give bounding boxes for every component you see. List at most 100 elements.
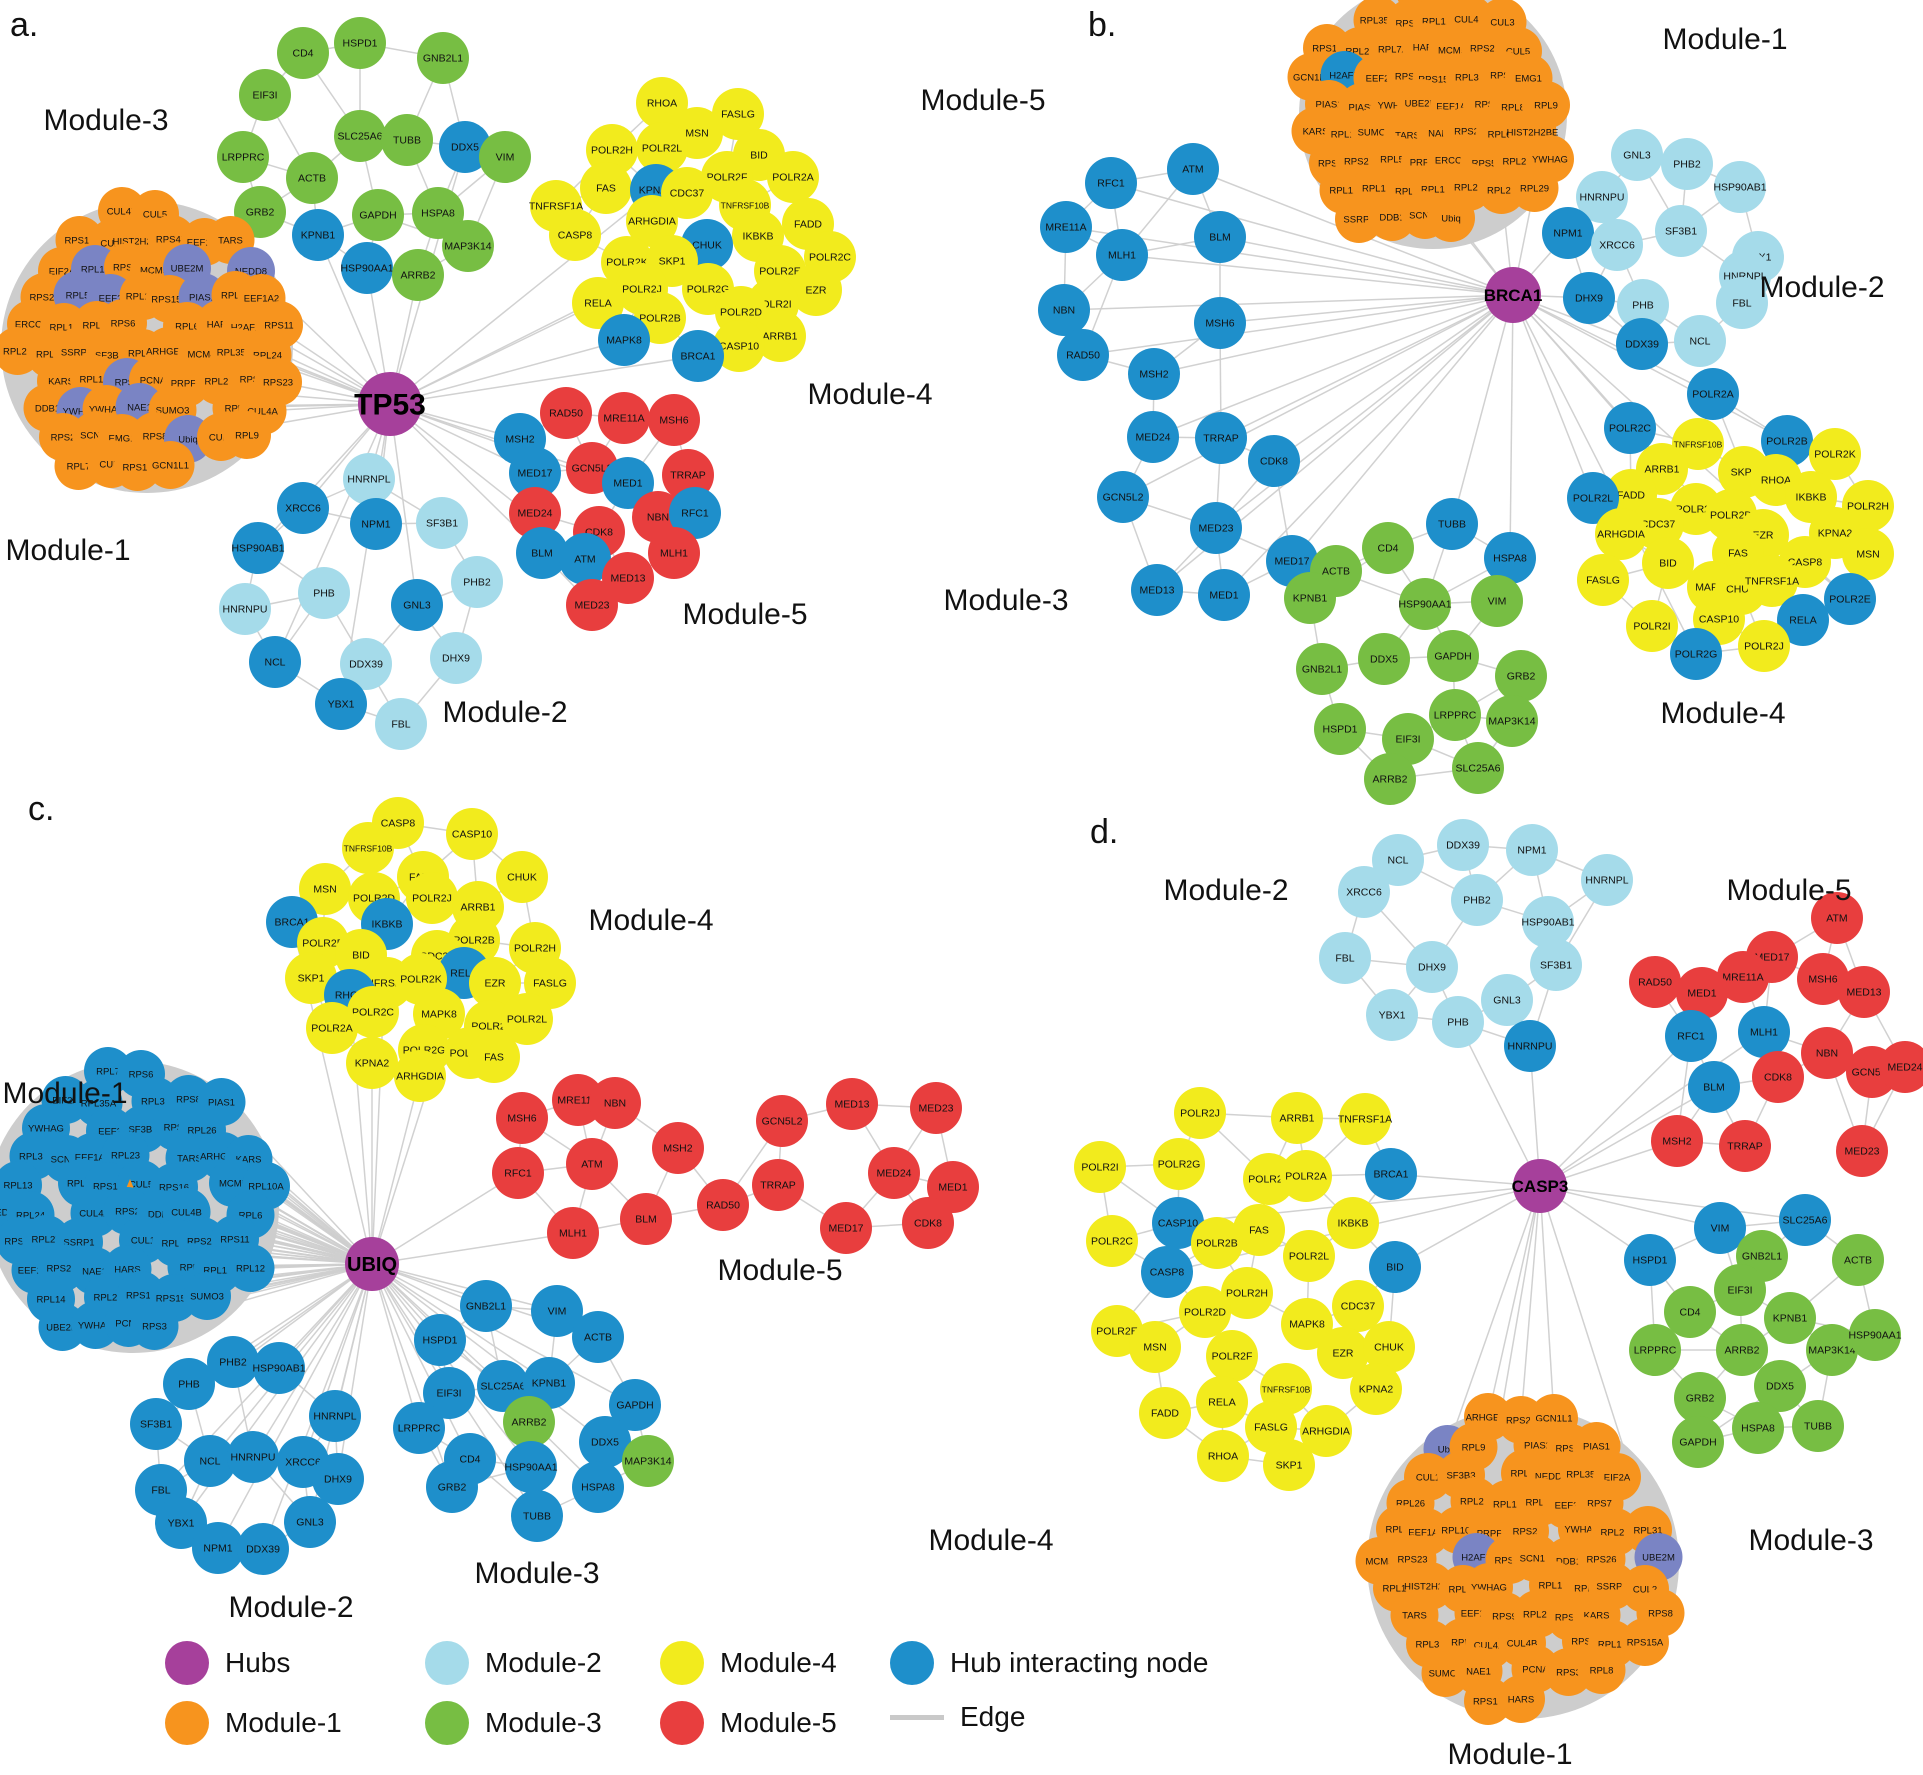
node-NPM1[interactable]: NPM1 <box>192 1522 244 1574</box>
node-MED23[interactable]: MED23 <box>1190 502 1242 554</box>
node-MED1[interactable]: MED1 <box>602 457 654 509</box>
node-TUBB[interactable]: TUBB <box>1426 498 1478 550</box>
node-CDK8[interactable]: CDK8 <box>1248 435 1300 487</box>
node-ARRB2[interactable]: ARRB2 <box>392 249 444 301</box>
node-NPM1[interactable]: NPM1 <box>350 498 402 550</box>
node-POLR2A[interactable]: POLR2A <box>306 1002 358 1054</box>
node-DDX39[interactable]: DDX39 <box>1616 318 1668 370</box>
node-CD4[interactable]: CD4 <box>1362 522 1414 574</box>
node-KPNB1[interactable]: KPNB1 <box>523 1357 575 1409</box>
node-CASP10[interactable]: CASP10 <box>713 320 765 372</box>
node-HSPA8[interactable]: HSPA8 <box>1484 532 1536 584</box>
node-ARRB2[interactable]: ARRB2 <box>503 1396 555 1448</box>
node-HSPD1[interactable]: HSPD1 <box>1314 703 1366 755</box>
node-HNRNPU[interactable]: HNRNPU <box>1504 1020 1556 1072</box>
node-MLH1[interactable]: MLH1 <box>547 1207 599 1259</box>
node-VIM[interactable]: VIM <box>531 1285 583 1337</box>
node-CD4[interactable]: CD4 <box>277 27 329 79</box>
node-MAPK8[interactable]: MAPK8 <box>1281 1298 1333 1350</box>
node-MSH2[interactable]: MSH2 <box>652 1122 704 1174</box>
node-NCL[interactable]: NCL <box>1674 315 1726 367</box>
node-RFC1[interactable]: RFC1 <box>669 487 721 539</box>
node-MED24[interactable]: MED24 <box>1879 1041 1923 1093</box>
node-POLR2F[interactable]: POLR2F <box>1206 1330 1258 1382</box>
node-MED13[interactable]: MED13 <box>826 1078 878 1130</box>
node-BLM[interactable]: BLM <box>1194 211 1246 263</box>
node-HSP90AB1[interactable]: HSP90AB1 <box>1521 896 1575 948</box>
node-SKP1[interactable]: SKP1 <box>1263 1439 1315 1491</box>
node-HSPA8[interactable]: HSPA8 <box>1732 1402 1784 1454</box>
node-ARRB2[interactable]: ARRB2 <box>1364 753 1416 805</box>
node-RELA[interactable]: RELA <box>1777 594 1829 646</box>
node-NBN[interactable]: NBN <box>1038 284 1090 336</box>
node-EZR[interactable]: EZR <box>790 264 842 316</box>
node-BLM[interactable]: BLM <box>516 527 568 579</box>
node-CDK8[interactable]: CDK8 <box>1752 1051 1804 1103</box>
node-MED24[interactable]: MED24 <box>509 487 561 539</box>
node-DDX5[interactable]: DDX5 <box>439 121 491 173</box>
node-ARRB1[interactable]: ARRB1 <box>754 310 806 362</box>
node-POLR2E[interactable]: POLR2E <box>1824 573 1876 625</box>
node-BLM[interactable]: BLM <box>620 1193 672 1245</box>
node-GNL3[interactable]: GNL3 <box>391 579 443 631</box>
node-CASP10[interactable]: CASP10 <box>1152 1197 1204 1249</box>
node-MRE11A[interactable]: MRE11A <box>598 392 650 444</box>
node-CASP10[interactable]: CASP10 <box>446 808 498 860</box>
node-EIF3I[interactable]: EIF3I <box>1714 1264 1766 1316</box>
node-RPL8[interactable]: RPL8 <box>1577 1646 1626 1694</box>
node-BRCA1[interactable]: BRCA1 <box>672 330 724 382</box>
node-ATM[interactable]: ATM <box>566 1138 618 1190</box>
node-SF3B1[interactable]: SF3B1 <box>1530 939 1582 991</box>
node-GCN5L2[interactable]: GCN5L2 <box>756 1095 808 1147</box>
node-POLR2K[interactable]: POLR2K <box>1809 428 1861 480</box>
node-NCL[interactable]: NCL <box>249 636 301 688</box>
node-CHUK[interactable]: CHUK <box>496 851 548 903</box>
node-HSPA8[interactable]: HSPA8 <box>572 1461 624 1513</box>
node-DDX39[interactable]: DDX39 <box>340 638 392 690</box>
node-SF3B1[interactable]: SF3B1 <box>416 497 468 549</box>
node-KPNB1[interactable]: KPNB1 <box>292 209 344 261</box>
node-LRPPRC[interactable]: LRPPRC <box>393 1402 445 1454</box>
node-POLR2G[interactable]: POLR2G <box>1153 1138 1205 1190</box>
node-TNFRSF10B[interactable]: TNFRSF10B <box>342 822 394 874</box>
hub-node-CASP3[interactable]: CASP3 <box>1512 1159 1569 1213</box>
node-HNRNPL[interactable]: HNRNPL <box>1581 854 1633 906</box>
node-CDC37[interactable]: CDC37 <box>661 167 713 219</box>
hub-node-BRCA1[interactable]: BRCA1 <box>1484 267 1543 323</box>
node-FBL[interactable]: FBL <box>375 698 427 750</box>
node-ATM[interactable]: ATM <box>1811 892 1863 944</box>
node-MED24[interactable]: MED24 <box>1127 411 1179 463</box>
node-RPL29[interactable]: RPL29 <box>1510 164 1559 212</box>
node-FAS[interactable]: FAS <box>580 162 632 214</box>
node-XRCC6[interactable]: XRCC6 <box>1338 866 1390 918</box>
node-ARHGDIA[interactable]: ARHGDIA <box>394 1050 446 1102</box>
node-HSP90AA1[interactable]: HSP90AA1 <box>1398 578 1452 630</box>
node-MRE11A[interactable]: MRE11A <box>1040 201 1092 253</box>
node-HNRNPU[interactable]: HNRNPU <box>219 583 271 635</box>
node-TUBB[interactable]: TUBB <box>511 1490 563 1542</box>
node-YBX1[interactable]: YBX1 <box>1366 989 1418 1041</box>
node-GAPDH[interactable]: GAPDH <box>352 189 404 241</box>
node-DDX39[interactable]: DDX39 <box>1437 819 1489 871</box>
node-TRRAP[interactable]: TRRAP <box>1719 1120 1771 1172</box>
node-PHB2[interactable]: PHB2 <box>1451 874 1503 926</box>
node-LRPPRC[interactable]: LRPPRC <box>1429 689 1481 741</box>
node-GRB2[interactable]: GRB2 <box>1674 1372 1726 1424</box>
node-GAPDH[interactable]: GAPDH <box>609 1379 661 1431</box>
node-VIM[interactable]: VIM <box>1471 575 1523 627</box>
node-MAPK8[interactable]: MAPK8 <box>598 314 650 366</box>
node-RHOA[interactable]: RHOA <box>636 77 688 129</box>
node-BID[interactable]: BID <box>1642 537 1694 589</box>
node-HSP90AA1[interactable]: HSP90AA1 <box>1848 1309 1902 1361</box>
node-ARHGDIA[interactable]: ARHGDIA <box>1595 508 1647 560</box>
node-RPS3[interactable]: RPS3 <box>130 1302 179 1350</box>
node-TRRAP[interactable]: TRRAP <box>1195 412 1247 464</box>
node-KPNA2[interactable]: KPNA2 <box>346 1037 398 1089</box>
node-BLM[interactable]: BLM <box>1688 1061 1740 1113</box>
node-LRPPRC[interactable]: LRPPRC <box>217 131 269 183</box>
node-MAP3K14[interactable]: MAP3K14 <box>442 220 494 272</box>
node-POLR2L[interactable]: POLR2L <box>501 993 553 1045</box>
node-SKP1[interactable]: SKP1 <box>285 952 337 1004</box>
node-KPNB1[interactable]: KPNB1 <box>1284 572 1336 624</box>
node-POLR2A[interactable]: POLR2A <box>767 151 819 203</box>
